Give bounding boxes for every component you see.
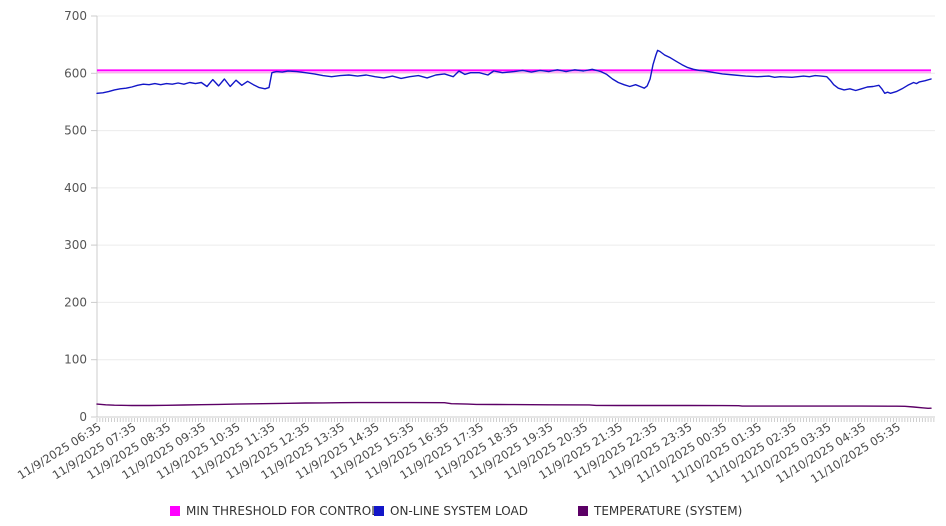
- system-load-swatch-icon: [374, 506, 384, 516]
- svg-text:0: 0: [79, 410, 87, 424]
- svg-text:600: 600: [64, 66, 87, 80]
- svg-text:500: 500: [64, 124, 87, 138]
- min-threshold-swatch-icon: [170, 506, 180, 516]
- legend-item-temperature[interactable]: TEMPERATURE (SYSTEM): [578, 504, 742, 518]
- legend-label-temperature: TEMPERATURE (SYSTEM): [594, 504, 743, 518]
- temperature-swatch-icon: [578, 506, 588, 516]
- legend-item-min-threshold[interactable]: MIN THRESHOLD FOR CONTROL: [170, 504, 378, 518]
- legend-label-system-load: ON-LINE SYSTEM LOAD: [390, 504, 528, 518]
- svg-text:200: 200: [64, 295, 87, 309]
- legend-item-system-load[interactable]: ON-LINE SYSTEM LOAD: [374, 504, 578, 518]
- legend-label-min-threshold: MIN THRESHOLD FOR CONTROL: [186, 504, 378, 518]
- svg-text:700: 700: [64, 9, 87, 23]
- svg-text:100: 100: [64, 353, 87, 367]
- chart-legend: MIN THRESHOLD FOR CONTROL ON-LINE SYSTEM…: [0, 502, 946, 520]
- svg-text:300: 300: [64, 238, 87, 252]
- svg-text:400: 400: [64, 181, 87, 195]
